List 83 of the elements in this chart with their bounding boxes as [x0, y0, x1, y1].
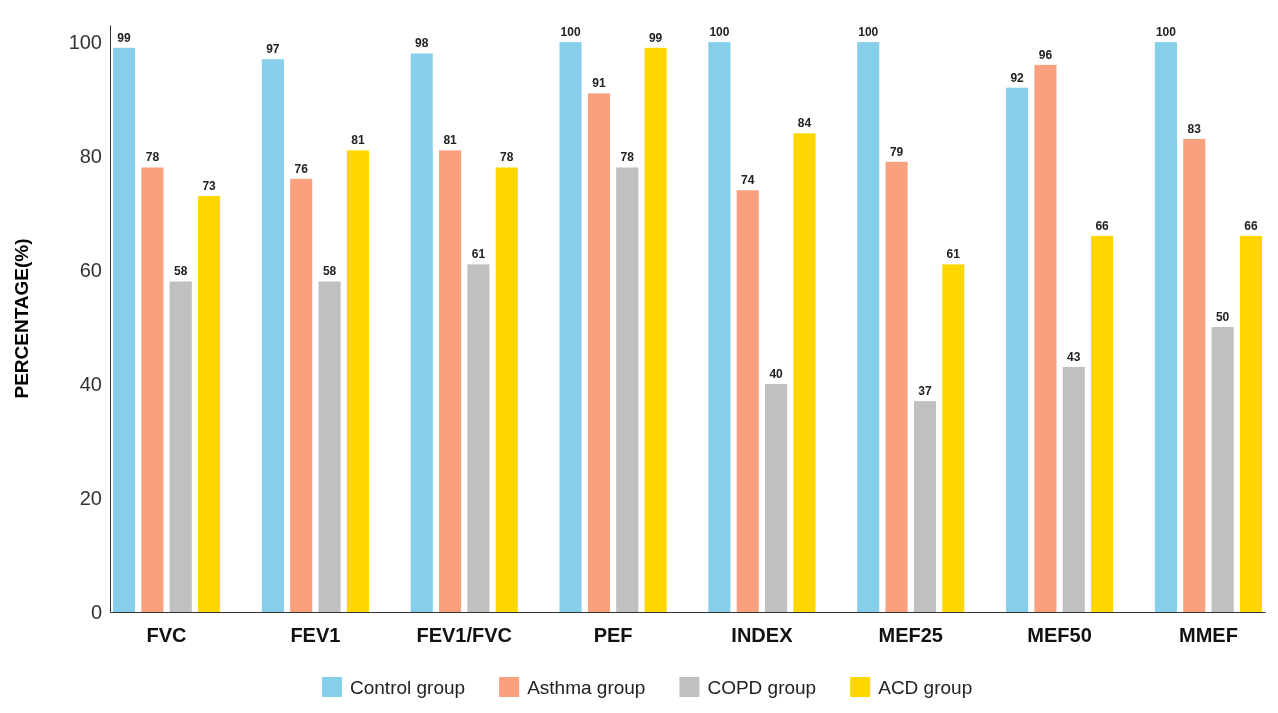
bar: [913, 401, 936, 612]
legend-label: Asthma group: [527, 677, 646, 698]
y-tick-label: 20: [79, 486, 102, 509]
data-label: 100: [1155, 25, 1177, 40]
bar: [765, 384, 788, 612]
bar: [495, 167, 518, 612]
data-label: 66: [1095, 218, 1110, 233]
bar: [169, 281, 192, 612]
bar: [1239, 235, 1263, 612]
bar: [261, 59, 284, 612]
x-tick-label: MEF25: [878, 624, 943, 647]
bar: [587, 93, 610, 612]
data-label: 97: [266, 42, 280, 57]
bar: [410, 53, 433, 612]
bar: [942, 264, 965, 612]
data-label: 61: [471, 247, 486, 262]
data-label: 96: [1038, 47, 1053, 62]
data-label: 84: [797, 116, 812, 131]
data-label: 40: [769, 367, 784, 382]
bar: [1034, 64, 1057, 612]
data-label: 76: [294, 161, 309, 176]
x-tick-label: PEF: [593, 624, 633, 647]
x-tick-label: MEF50: [1027, 624, 1092, 647]
bar: [885, 161, 908, 612]
data-label: 99: [117, 30, 132, 45]
y-tick-label: 60: [79, 258, 102, 281]
data-label: 61: [946, 247, 961, 262]
data-label: 81: [351, 133, 365, 148]
bar: [708, 42, 731, 612]
data-label: 74: [741, 173, 755, 188]
data-label: 99: [648, 30, 663, 45]
bar: [1006, 87, 1029, 612]
bar: [559, 42, 582, 612]
data-label: 100: [560, 25, 581, 40]
bar: [1062, 366, 1085, 612]
data-label: 79: [889, 144, 904, 159]
data-label: 50: [1215, 310, 1230, 325]
data-label: 92: [1010, 70, 1025, 85]
bar: [793, 133, 816, 612]
data-label: 100: [858, 25, 879, 40]
legend-label: Control group: [350, 677, 466, 698]
data-label: 100: [709, 25, 730, 40]
data-label: 81: [443, 133, 458, 148]
data-label: 78: [145, 150, 160, 165]
bar: [1154, 42, 1177, 612]
bar: [141, 167, 164, 612]
bar: [439, 150, 462, 612]
x-tick-label: MMEF: [1179, 624, 1238, 647]
x-tick-label: FVC: [146, 624, 187, 647]
x-tick-label: FEV1: [290, 624, 341, 647]
bar: [198, 195, 221, 612]
data-label: 91: [592, 76, 606, 91]
data-label: 66: [1244, 218, 1258, 233]
y-tick-label: 100: [68, 31, 102, 53]
y-tick-label: 40: [79, 372, 102, 395]
y-axis-title: PERCENTAGE(%): [11, 238, 32, 399]
legend-label: COPD group: [707, 677, 817, 698]
bar: [290, 178, 313, 612]
data-label: 98: [415, 36, 429, 51]
data-label: 83: [1187, 121, 1202, 136]
data-label: 73: [202, 178, 217, 193]
data-label: 37: [918, 384, 932, 399]
data-label: 78: [620, 150, 635, 165]
y-tick-label: 0: [90, 600, 102, 623]
y-tick-label: 80: [79, 144, 102, 167]
bar: [318, 281, 341, 612]
bar: [616, 167, 639, 612]
bar: [736, 190, 759, 612]
data-label: 43: [1067, 349, 1081, 364]
x-tick-label: INDEX: [731, 624, 794, 647]
data-label: 58: [174, 264, 188, 279]
data-label: 58: [322, 264, 337, 279]
legend-label: ACD group: [878, 677, 973, 698]
bar: [1091, 235, 1114, 612]
bar: [112, 47, 136, 612]
bar: [1183, 138, 1206, 612]
bar: [467, 264, 490, 612]
x-tick-label: FEV1/FVC: [416, 624, 513, 647]
bar: [1211, 327, 1234, 612]
bar: [346, 150, 369, 612]
bar: [644, 47, 667, 612]
data-label: 78: [500, 150, 514, 165]
bar: [857, 42, 880, 612]
